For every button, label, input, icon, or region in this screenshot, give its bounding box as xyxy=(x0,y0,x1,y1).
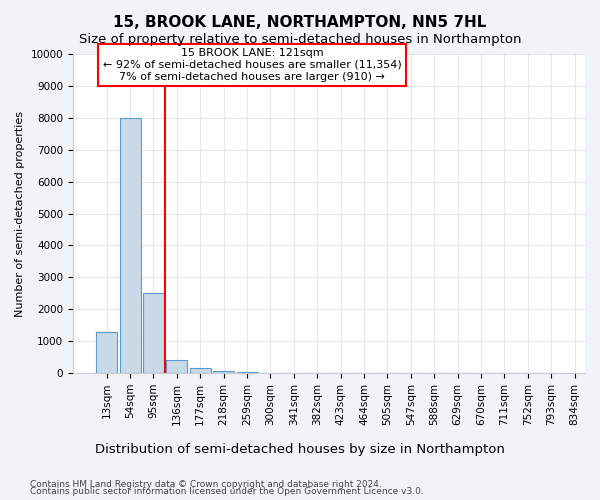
Bar xyxy=(143,294,164,373)
Bar xyxy=(119,118,140,373)
Text: Contains public sector information licensed under the Open Government Licence v3: Contains public sector information licen… xyxy=(30,488,424,496)
Text: Distribution of semi-detached houses by size in Northampton: Distribution of semi-detached houses by … xyxy=(95,442,505,456)
Text: Size of property relative to semi-detached houses in Northampton: Size of property relative to semi-detach… xyxy=(79,32,521,46)
Bar xyxy=(166,360,187,373)
Y-axis label: Number of semi-detached properties: Number of semi-detached properties xyxy=(15,110,25,316)
Text: 15 BROOK LANE: 121sqm
← 92% of semi-detached houses are smaller (11,354)
7% of s: 15 BROOK LANE: 121sqm ← 92% of semi-deta… xyxy=(103,48,401,82)
Bar xyxy=(190,368,211,373)
Text: 15, BROOK LANE, NORTHAMPTON, NN5 7HL: 15, BROOK LANE, NORTHAMPTON, NN5 7HL xyxy=(113,15,487,30)
Bar xyxy=(96,332,117,373)
Text: Contains HM Land Registry data © Crown copyright and database right 2024.: Contains HM Land Registry data © Crown c… xyxy=(30,480,382,489)
Bar xyxy=(236,372,257,373)
Bar xyxy=(213,370,234,373)
